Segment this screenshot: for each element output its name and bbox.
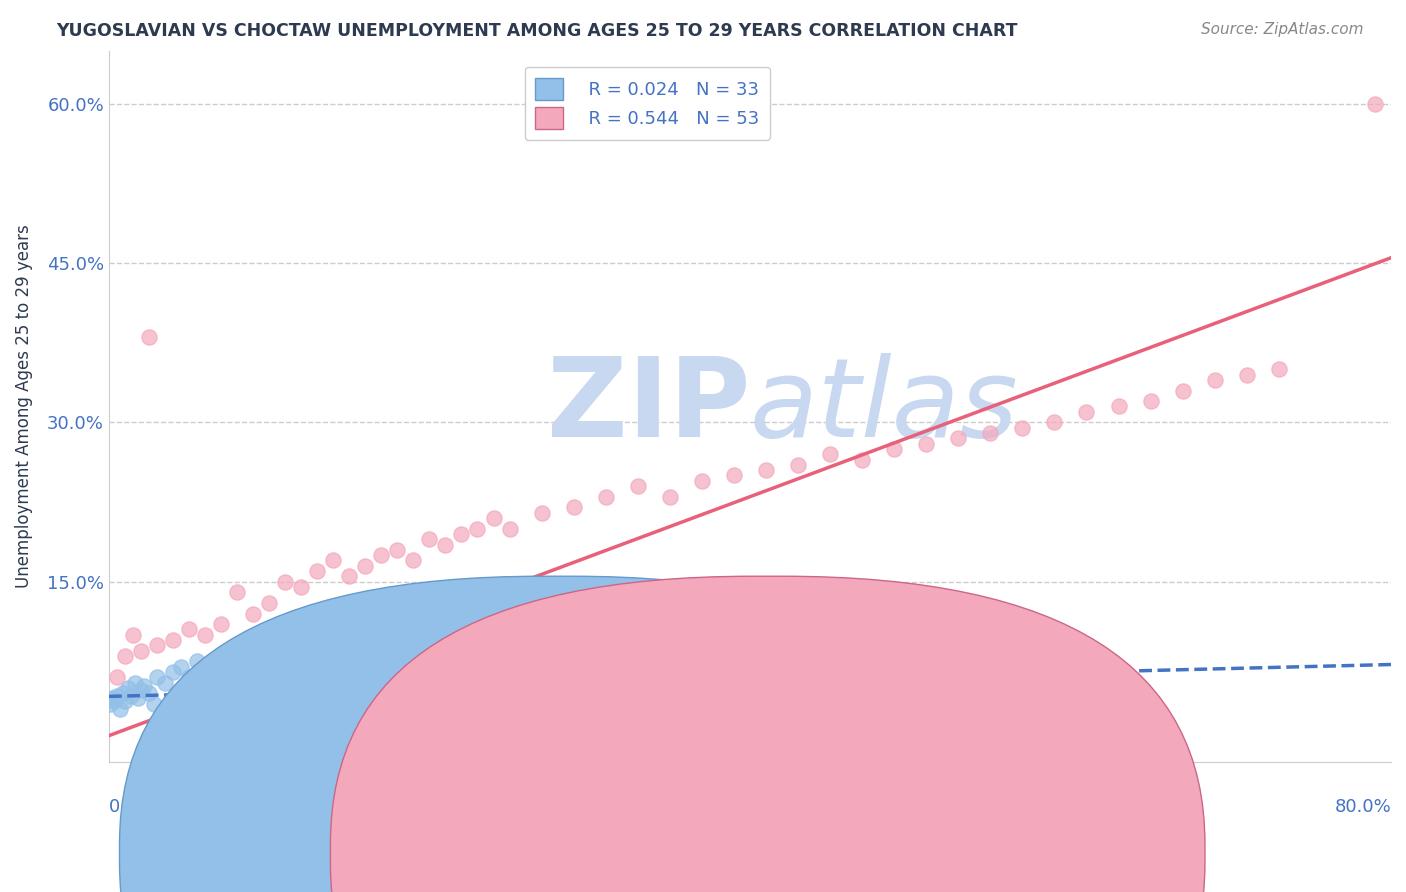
Point [127, 691, 149, 706]
Point [1059, 654, 1081, 668]
Point [124, 675, 146, 690]
Point [1364, 96, 1386, 111]
Point [242, 607, 264, 621]
Point [530, 506, 553, 520]
Legend:   R = 0.024   N = 33,   R = 0.544   N = 53: R = 0.024 N = 33, R = 0.544 N = 53 [524, 67, 770, 140]
Point [177, 623, 200, 637]
Point [226, 585, 249, 599]
Point [1268, 362, 1291, 376]
Point [170, 659, 193, 673]
Point [120, 690, 142, 704]
Point [450, 527, 472, 541]
Point [202, 675, 225, 690]
Point [755, 463, 778, 477]
Point [979, 425, 1001, 440]
Point [114, 648, 136, 663]
Point [418, 691, 440, 706]
Point [194, 628, 217, 642]
Point [690, 474, 713, 488]
Text: ZIP: ZIP [547, 353, 749, 460]
Point [418, 532, 440, 546]
Point [1171, 384, 1194, 398]
Text: 80.0%: 80.0% [1334, 797, 1391, 816]
Point [337, 686, 360, 700]
Point [117, 681, 139, 695]
Point [209, 617, 232, 632]
Point [467, 522, 489, 536]
Point [257, 681, 280, 695]
Point [226, 659, 249, 673]
Point [108, 702, 131, 716]
Point [627, 479, 650, 493]
Point [818, 447, 841, 461]
Point [209, 648, 232, 663]
Point [146, 670, 169, 684]
Point [146, 639, 169, 653]
Point [186, 654, 208, 668]
Point [307, 564, 329, 578]
Text: Yugoslavians: Yugoslavians [591, 843, 697, 861]
Point [387, 542, 409, 557]
Point [129, 643, 152, 657]
Point [595, 490, 617, 504]
Point [114, 693, 136, 707]
Point [498, 522, 520, 536]
Point [242, 670, 264, 684]
Point [387, 681, 409, 695]
Point [498, 697, 520, 711]
Point [129, 683, 152, 698]
Point [787, 458, 810, 472]
Point [1236, 368, 1258, 382]
Point [274, 574, 297, 589]
Point [134, 679, 156, 693]
Point [100, 697, 122, 711]
Point [194, 662, 217, 676]
Point [723, 468, 745, 483]
Text: Source: ZipAtlas.com: Source: ZipAtlas.com [1201, 22, 1364, 37]
Point [1204, 373, 1226, 387]
Point [915, 436, 938, 450]
Point [562, 500, 585, 515]
Point [402, 553, 425, 567]
Point [162, 633, 184, 648]
Point [138, 330, 160, 344]
Point [1139, 394, 1161, 409]
Point [142, 697, 165, 711]
Text: Choctaw: Choctaw [801, 843, 873, 861]
Point [105, 670, 128, 684]
Point [153, 675, 176, 690]
Point [1108, 400, 1130, 414]
Text: 0.0%: 0.0% [108, 797, 155, 816]
Point [337, 569, 360, 583]
Point [883, 442, 905, 456]
Point [434, 537, 457, 551]
Point [948, 431, 970, 445]
Point [354, 558, 377, 573]
Point [101, 691, 124, 706]
Point [322, 553, 344, 567]
Text: atlas: atlas [749, 353, 1018, 460]
Point [105, 690, 128, 704]
Point [103, 693, 125, 707]
Point [112, 686, 135, 700]
Point [257, 596, 280, 610]
Point [138, 686, 160, 700]
Text: YUGOSLAVIAN VS CHOCTAW UNEMPLOYMENT AMONG AGES 25 TO 29 YEARS CORRELATION CHART: YUGOSLAVIAN VS CHOCTAW UNEMPLOYMENT AMON… [56, 22, 1018, 40]
Point [1076, 405, 1098, 419]
Point [370, 548, 392, 562]
Point [290, 675, 312, 690]
Point [177, 670, 200, 684]
Point [162, 665, 184, 679]
Point [1011, 420, 1033, 434]
Point [122, 628, 145, 642]
Y-axis label: Unemployment Among Ages 25 to 29 years: Unemployment Among Ages 25 to 29 years [15, 225, 32, 589]
Point [482, 511, 505, 525]
Point [851, 452, 873, 467]
Point [290, 580, 312, 594]
Point [1043, 416, 1066, 430]
Point [658, 490, 681, 504]
